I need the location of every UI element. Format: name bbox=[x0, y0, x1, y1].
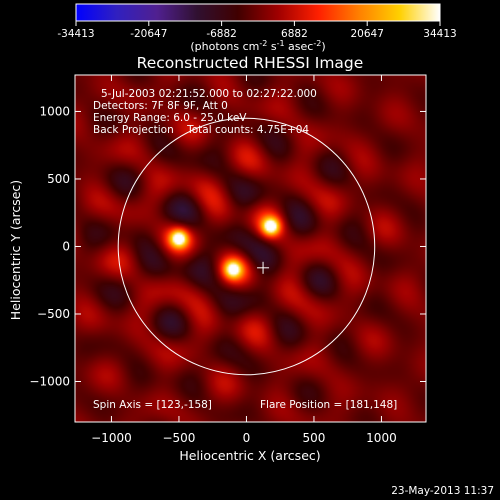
flare-position-label: Flare Position = [181,148] bbox=[260, 399, 397, 411]
x-tick-label: 500 bbox=[302, 431, 325, 445]
footer-timestamp: 23-May-2013 11:37 bbox=[391, 485, 494, 497]
solar-limb-circle bbox=[117, 117, 376, 376]
y-axis-ticks: −1000 −500 0 500 1000 bbox=[29, 104, 426, 388]
x-tick-label: −1000 bbox=[91, 431, 132, 445]
y-axis-label: Heliocentric Y (arcsec) bbox=[8, 180, 23, 320]
colorbar-tick-label: 34413 bbox=[423, 28, 456, 40]
x-axis-label: Heliocentric X (arcsec) bbox=[179, 448, 320, 463]
heatmap-image bbox=[75, 75, 426, 422]
annotation-energy: Energy Range: 6.0 - 25.0 keV bbox=[93, 112, 247, 124]
y-tick-label: 1000 bbox=[39, 104, 70, 118]
y-tick-label: −1000 bbox=[29, 374, 70, 388]
x-tick-label: 1000 bbox=[366, 431, 397, 445]
spin-axis-marker bbox=[257, 261, 270, 274]
colorbar bbox=[75, 3, 441, 22]
annotation-detectors: Detectors: 7F 8F 9F, Att 0 bbox=[93, 100, 228, 112]
colorbar-tick-label: 6882 bbox=[281, 28, 308, 40]
annotation-time: 5-Jul-2003 02:21:52.000 to 02:27:22.000 bbox=[101, 88, 317, 100]
y-tick-label: 0 bbox=[62, 239, 70, 253]
colorbar-tick-label: -20647 bbox=[130, 28, 167, 40]
y-tick-label: 500 bbox=[47, 172, 70, 186]
annotation-method: Back Projection Total counts: 4.75E+04 bbox=[93, 124, 309, 136]
colorbar-ticks: -34413 -20647 -6882 6882 20647 34413 bbox=[57, 21, 457, 40]
colorbar-tick-label: 20647 bbox=[350, 28, 383, 40]
colorbar-tick-label: -6882 bbox=[206, 28, 237, 40]
image-area bbox=[75, 75, 426, 422]
x-tick-label: 0 bbox=[243, 431, 251, 445]
colorbar-tick-label: -34413 bbox=[57, 28, 94, 40]
colorbar-unit: (photons cm-2 s-1 asec-2) bbox=[190, 39, 325, 53]
y-tick-label: −500 bbox=[37, 307, 70, 321]
plot-frame bbox=[74, 74, 427, 423]
x-tick-label: −500 bbox=[162, 431, 195, 445]
chart-title: Reconstructed RHESSI Image bbox=[137, 54, 364, 72]
spin-axis-label: Spin Axis = [123,-158] bbox=[93, 399, 212, 411]
x-axis-ticks: −1000 −500 0 500 1000 bbox=[91, 75, 397, 445]
